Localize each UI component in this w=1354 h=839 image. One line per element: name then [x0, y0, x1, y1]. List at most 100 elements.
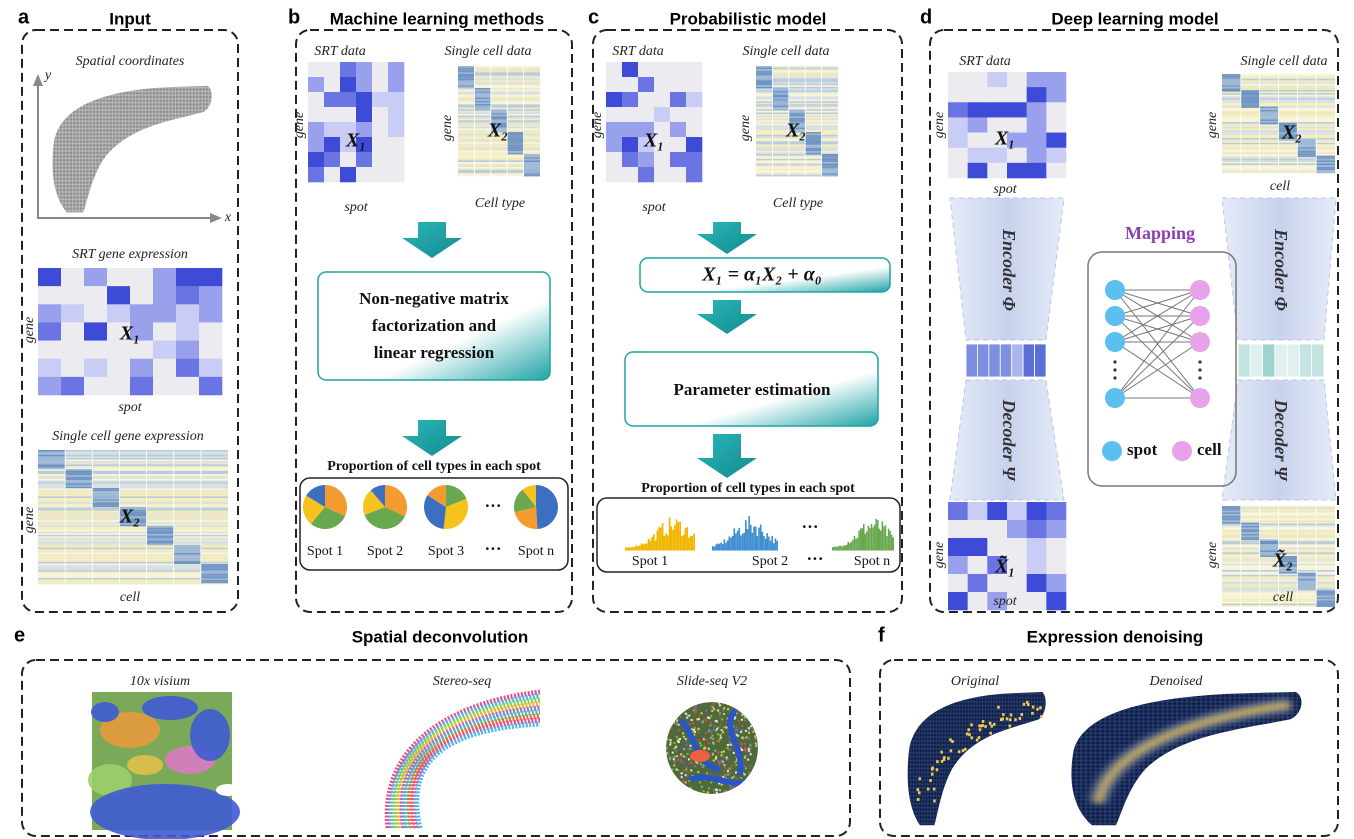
slide-bead — [704, 718, 706, 720]
histogram-bar — [768, 537, 770, 550]
heatmap-cell — [1027, 502, 1047, 520]
heatmap-cell — [1046, 148, 1066, 163]
slide-bead — [700, 763, 702, 765]
node-dot — [1113, 376, 1116, 379]
heatmap-block — [1222, 74, 1241, 76]
heatmap-block — [491, 112, 507, 114]
heatmap-block — [756, 84, 772, 86]
heatmap-cell — [1007, 148, 1027, 163]
heatmap-block — [201, 564, 228, 566]
heatmap-block — [474, 88, 490, 90]
heatmap-row — [458, 88, 540, 90]
heatmap-block — [756, 76, 772, 78]
slide-bead — [723, 750, 725, 752]
histogram-bar — [722, 544, 724, 550]
heatmap-block — [491, 113, 507, 115]
slide-bead — [721, 729, 723, 731]
heatmap-block — [1297, 152, 1316, 154]
slide-bead — [744, 773, 746, 775]
slide-bead — [741, 719, 743, 721]
slide-bead — [690, 787, 692, 789]
heatmap-block — [201, 572, 228, 574]
slide-bead — [735, 727, 737, 729]
latent-cell — [1035, 344, 1046, 377]
histogram-bar — [727, 541, 729, 550]
heatmap-block — [772, 109, 788, 111]
result-title: Proportion of cell types in each spot — [327, 459, 541, 474]
heatmap-cell — [686, 107, 702, 122]
slide-bead — [719, 734, 721, 736]
heatmap-block — [789, 112, 805, 114]
heatmap-block — [38, 466, 65, 468]
heatmap-cell — [324, 137, 340, 152]
histogram-bar — [841, 546, 843, 550]
heatmap-block — [756, 66, 772, 68]
histogram-bar — [849, 543, 851, 550]
heatmap-row — [38, 530, 228, 532]
heatmap-cell — [1007, 72, 1027, 87]
heatmap-block — [1260, 107, 1279, 109]
slide-bead — [727, 770, 729, 772]
expression-spot — [1039, 706, 1042, 709]
expression-spot — [970, 723, 973, 726]
heatmap-cell — [38, 377, 61, 395]
heatmap-block — [772, 90, 788, 92]
heatmap-block — [38, 463, 65, 465]
heatmap-block — [474, 106, 490, 108]
slide-bead — [710, 781, 712, 783]
slide-bead — [741, 729, 743, 731]
heatmap-block — [507, 132, 523, 134]
heatmap-block — [1297, 582, 1316, 584]
histogram-bar — [875, 519, 877, 550]
heatmap-block — [65, 475, 92, 477]
heatmap-block — [822, 162, 838, 164]
heatmap-cell — [1027, 592, 1047, 610]
heatmap-cell — [1007, 502, 1027, 520]
expression-spot — [1032, 706, 1035, 709]
slide-bead — [747, 704, 749, 706]
slide-bead — [693, 794, 695, 796]
heatmap-cell — [1046, 556, 1066, 574]
slide-bead — [677, 759, 679, 761]
heatmap-cell — [199, 268, 222, 286]
histogram-bar — [857, 538, 859, 550]
histogram-bar — [636, 545, 638, 550]
heatmap-cell — [1027, 102, 1047, 117]
heatmap-block — [201, 578, 228, 580]
slide-bead — [753, 780, 755, 782]
slide-bead — [730, 767, 732, 769]
heatmap-row — [38, 575, 228, 577]
heatmap-block — [147, 529, 174, 531]
heatmap-block — [1316, 168, 1335, 170]
heatmap-block — [1241, 103, 1260, 105]
slide-bead — [735, 729, 737, 731]
slide-bead — [713, 743, 715, 745]
slide-bead — [676, 705, 678, 707]
axis-label: y — [43, 68, 52, 83]
heatmap-cell — [356, 152, 372, 167]
heatmap-block — [458, 84, 474, 86]
heatmap-block — [1222, 77, 1241, 79]
heatmap-block — [1297, 147, 1316, 149]
slide-bead — [687, 753, 689, 755]
histogram-bar — [874, 525, 876, 550]
heatmap-block — [458, 71, 474, 73]
heatmap-block — [524, 159, 540, 161]
node-dot — [1198, 368, 1201, 371]
histogram-bar — [868, 526, 870, 550]
heatmap-block — [822, 167, 838, 169]
slide-bead — [722, 731, 724, 733]
slide-bead — [733, 776, 735, 778]
slide-bead — [679, 738, 681, 740]
slide-bead — [695, 709, 697, 711]
heatmap-block — [92, 498, 119, 500]
histogram-bar — [737, 531, 739, 550]
heatmap-cell — [968, 87, 988, 102]
histogram-bar — [651, 537, 653, 550]
heatmap-block — [1222, 82, 1241, 84]
slide-bead — [753, 791, 755, 793]
heatmap-block — [507, 143, 523, 145]
panel-letter: e — [14, 624, 25, 646]
heatmap-row — [38, 567, 228, 569]
slide-bead — [748, 748, 750, 750]
